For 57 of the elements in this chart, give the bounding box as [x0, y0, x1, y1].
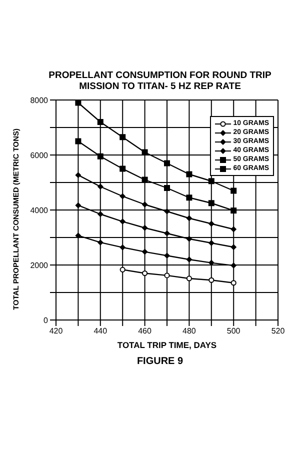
point — [164, 185, 170, 191]
point — [230, 188, 237, 194]
point — [186, 171, 192, 178]
point — [142, 202, 148, 208]
point — [97, 119, 104, 125]
point — [120, 193, 126, 200]
point — [142, 248, 148, 255]
point — [97, 184, 104, 190]
chart-title: PROPELLANT CONSUMPTION FOR ROUND TRIP MISSION TO TITAN- 5 HZ REP RATE — [48, 70, 272, 92]
point — [75, 232, 82, 239]
y-tick-label: 2000 — [30, 260, 49, 270]
point — [120, 166, 126, 172]
y-tick-label: 0 — [44, 316, 49, 325]
point — [230, 244, 237, 250]
point — [230, 262, 237, 269]
point — [186, 276, 192, 282]
x-tick-label: 420 — [49, 326, 64, 336]
y-tick-label: 8000 — [30, 96, 49, 105]
point — [186, 236, 192, 242]
point — [120, 218, 126, 225]
point — [208, 220, 214, 227]
point — [230, 208, 237, 214]
point — [164, 272, 170, 278]
point — [120, 134, 126, 140]
point — [208, 277, 214, 283]
x-tick-label: 460 — [138, 326, 152, 336]
x-tick-label: 480 — [182, 326, 196, 336]
point — [142, 224, 148, 231]
point — [230, 226, 237, 232]
point — [75, 202, 82, 208]
point — [164, 252, 170, 259]
point — [208, 178, 214, 184]
point — [97, 211, 104, 218]
y-tick-label: 6000 — [30, 150, 49, 160]
point — [230, 280, 236, 286]
point — [208, 200, 214, 206]
point — [142, 270, 148, 276]
point — [120, 244, 126, 250]
y-tick-label: 4000 — [30, 206, 49, 215]
x-tick-label: 500 — [226, 326, 241, 336]
x-axis-title: TOTAL TRIP TIME, DAYS — [117, 340, 217, 350]
point — [164, 208, 170, 214]
point — [97, 239, 104, 246]
point — [186, 194, 192, 201]
point — [97, 153, 104, 160]
point — [75, 172, 82, 178]
point — [186, 215, 192, 222]
point — [208, 240, 214, 246]
point — [75, 138, 82, 144]
x-tick-label: 440 — [94, 326, 108, 336]
caption: FIGURE 9 — [136, 356, 184, 367]
point — [75, 100, 82, 106]
point — [120, 266, 126, 272]
x-tick-label: 520 — [271, 326, 286, 336]
point — [186, 256, 192, 262]
point — [164, 160, 170, 166]
point — [164, 230, 170, 236]
